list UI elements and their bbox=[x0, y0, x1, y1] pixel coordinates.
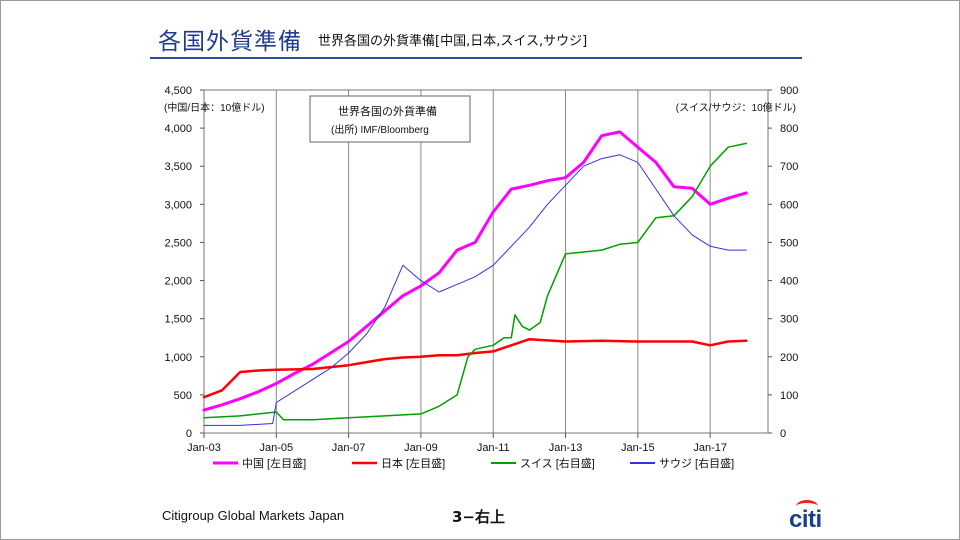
y-left-tick-label: 4,500 bbox=[164, 85, 192, 97]
legend-label: 中国 [左目盛] bbox=[242, 456, 306, 470]
y-left-tick-label: 2,000 bbox=[164, 276, 192, 288]
y-right-tick-label: 100 bbox=[780, 390, 798, 402]
y-right-tick-label: 500 bbox=[780, 237, 798, 249]
citi-logo: citi bbox=[789, 506, 822, 533]
y-right-tick-label: 400 bbox=[780, 276, 798, 288]
x-tick-label: Jan-11 bbox=[477, 442, 510, 454]
series-line-1 bbox=[202, 337, 748, 399]
y-right-tick-label: 600 bbox=[780, 199, 798, 211]
y-left-tick-label: 4,000 bbox=[164, 123, 192, 135]
annotation-box bbox=[309, 95, 471, 143]
legend-label: 日本 [左目盛] bbox=[381, 456, 445, 470]
y-left-tick-label: 1,500 bbox=[164, 314, 192, 326]
slide-subtitle: 世界各国の外貨準備[中国,日本,スイス,サウジ] bbox=[318, 34, 588, 49]
x-tick-label: Jan-03 bbox=[187, 442, 221, 454]
y-left-tick-label: 2,500 bbox=[164, 237, 192, 249]
y-right-tick-label: 900 bbox=[780, 85, 798, 97]
series-line-2 bbox=[203, 142, 748, 421]
x-tick-label: Jan-05 bbox=[259, 442, 293, 454]
y-right-tick-label: 300 bbox=[780, 314, 798, 326]
y-left-tick-label: 3,500 bbox=[164, 161, 192, 173]
annotation-source: (出所) IMF/Bloomberg bbox=[331, 123, 429, 136]
series-line-3 bbox=[203, 154, 747, 426]
page-number: 3−右上 bbox=[452, 508, 506, 526]
y-left-tick-label: 3,000 bbox=[164, 199, 192, 211]
y-right-tick-label: 0 bbox=[780, 428, 786, 440]
right-axis-label: (スイス/サウジ：10億ドル) bbox=[676, 101, 796, 114]
slide-title: 各国外貨準備 bbox=[158, 29, 302, 55]
series-line-0 bbox=[202, 130, 748, 412]
annotation-title: 世界各国の外貨準備 bbox=[338, 104, 437, 118]
footer-company: Citigroup Global Markets Japan bbox=[162, 508, 345, 523]
y-right-tick-label: 200 bbox=[780, 352, 798, 364]
y-left-tick-label: 1,000 bbox=[164, 352, 192, 364]
legend-label: スイス [右目盛] bbox=[520, 456, 595, 470]
x-tick-label: Jan-17 bbox=[693, 442, 727, 454]
legend-label: サウジ [右目盛] bbox=[659, 456, 734, 470]
x-tick-label: Jan-15 bbox=[621, 442, 655, 454]
x-tick-label: Jan-07 bbox=[332, 442, 366, 454]
y-right-tick-label: 800 bbox=[780, 123, 798, 135]
x-tick-label: Jan-09 bbox=[404, 442, 438, 454]
title-underline bbox=[150, 57, 802, 59]
plot-area-border bbox=[203, 89, 769, 434]
x-tick-label: Jan-13 bbox=[549, 442, 583, 454]
y-left-tick-label: 500 bbox=[174, 390, 192, 402]
y-left-tick-label: 0 bbox=[186, 428, 192, 440]
y-right-tick-label: 700 bbox=[780, 161, 798, 173]
citi-logo-arc-icon bbox=[796, 500, 818, 513]
left-axis-label: (中国/日本：10億ドル) bbox=[164, 101, 265, 114]
